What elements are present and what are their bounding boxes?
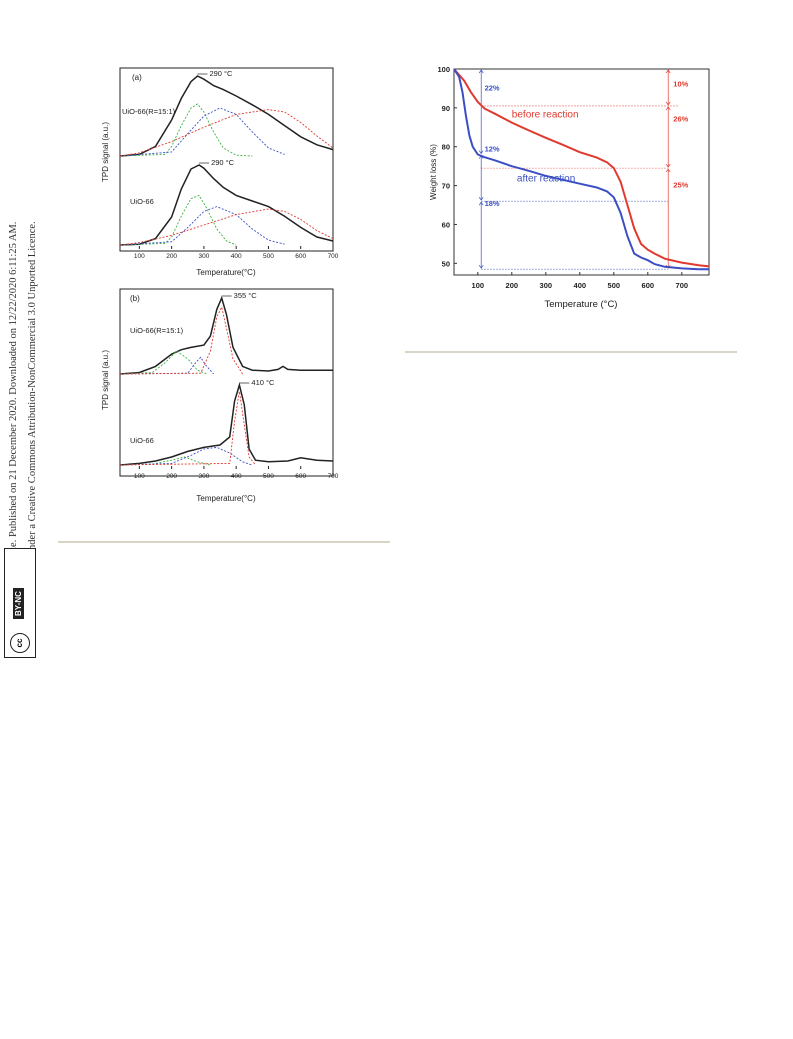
chart-tga-arrow-head [665, 163, 671, 168]
chart-b-xtick-label: 400 [231, 473, 242, 480]
chart-a-xtick-label: 300 [198, 253, 209, 260]
chart-tga-series-line [453, 68, 709, 271]
chart-a-series-measured [119, 75, 334, 157]
chart-b-ylabel: TPD signal (a.u.) [101, 350, 110, 410]
divider-right [405, 351, 737, 353]
chart-b-panel-label: (b) [130, 294, 140, 303]
license-type-label: BY-NC [13, 588, 24, 619]
chart-tga-arrow-head [665, 106, 671, 111]
chart-tga-arrow-head [665, 101, 671, 106]
cc-icon: cc [10, 633, 30, 653]
chart-b-xtick-label: 500 [263, 473, 274, 480]
chart-b-peak-label: 355 °C [234, 291, 258, 300]
chart-tga-arrow-head [478, 201, 484, 206]
chart-tga-percent-label: 26% [673, 114, 688, 123]
chart-b-series-fit-blue [119, 446, 253, 466]
chart-a-peak-label: 290 °C [211, 158, 235, 167]
chart-a-ylabel: TPD signal (a.u.) [101, 122, 110, 182]
sidebar: Open Access Article. Published on 21 Dec… [0, 0, 42, 700]
chart-tga-arrow-head [665, 69, 671, 74]
chart-tga-arrow-head [478, 150, 484, 155]
chart-b-xtick-label: 200 [166, 473, 177, 480]
chart-a-xtick-label: 400 [231, 253, 242, 260]
chart-b-xlabel: Temperature(°C) [196, 494, 256, 503]
chart-b-series-fit-green [119, 350, 208, 375]
chart-a-xlabel: Temperature(°C) [196, 268, 256, 277]
chart-b-series-fit-red [119, 391, 256, 466]
chart-a-xtick-label: 700 [328, 253, 339, 260]
chart-b-frame [119, 288, 334, 477]
chart-tpd-a: TPD signal (a.u.) Temperature(°C) (a) 10… [101, 67, 339, 277]
chart-b-series-fit-red [119, 305, 243, 375]
chart-b-sample-label: UiO-66 [130, 436, 154, 445]
chart-b-series-measured [119, 295, 333, 375]
chart-a-panel-label: (a) [132, 73, 142, 82]
chart-b-xtick-label: 100 [134, 473, 145, 480]
chart-a-sample-label: UiO-66 [130, 197, 154, 206]
chart-tga-arrow-head [665, 168, 671, 173]
chart-a-series-fit-blue [119, 107, 285, 157]
chart-tpd-b: TPD signal (a.u.) Temperature(°C) (b) 10… [101, 288, 339, 503]
chart-tga-xtick-label: 100 [472, 281, 485, 290]
chart-tga-series-label: after reaction [517, 174, 575, 185]
chart-tga-percent-label: 12% [485, 144, 500, 153]
chart-a-series-fit-red [119, 208, 334, 246]
chart-a-series-fit-red [119, 109, 334, 157]
chart-a-frame [119, 67, 334, 252]
chart-tga-ytick-label: 50 [442, 259, 450, 268]
chart-tga-xtick-label: 500 [608, 281, 621, 290]
chart-tga-ytick-label: 70 [442, 182, 450, 191]
chart-a-xtick-label: 600 [295, 253, 306, 260]
chart-a-xtick-label: 500 [263, 253, 274, 260]
chart-a-xtick-label: 100 [134, 253, 145, 260]
chart-a-xtick-label: 200 [166, 253, 177, 260]
chart-tga-xlabel: Temperature (°C) [545, 299, 618, 310]
chart-tga-series-line [453, 68, 710, 268]
chart-tga-xtick-label: 400 [574, 281, 587, 290]
chart-b-sample-label: UiO-66(R=15:1) [130, 326, 184, 335]
chart-tga-arrow-head [478, 69, 484, 74]
chart-tga-xtick-label: 300 [540, 281, 553, 290]
chart-b-series-measured [119, 382, 334, 466]
chart-tga-percent-label: 25% [673, 181, 688, 190]
cc-license-badge[interactable]: cc BY-NC [4, 548, 36, 658]
chart-b-series-fit-blue [119, 356, 214, 375]
chart-a-peak-label: 290 °C [209, 69, 233, 78]
chart-a-series-fit-green [119, 103, 253, 157]
chart-tga: Weight loss (%) Temperature (°C) 50 60 70 8… [429, 65, 710, 310]
chart-b-xtick-label: 700 [328, 473, 339, 480]
chart-a-series-measured [119, 164, 334, 246]
chart-tga-series-label: before reaction [512, 110, 579, 121]
chart-a-series-fit-green [119, 194, 237, 246]
chart-tga-arrow-head [478, 196, 484, 201]
chart-tga-ytick-label: 100 [437, 65, 450, 74]
chart-tga-ytick-label: 80 [442, 143, 450, 152]
chart-b-xtick-label: 300 [198, 473, 209, 480]
chart-a-sample-label: UiO-66(R=15:1) [122, 107, 176, 116]
chart-tga-percent-label: 10% [673, 79, 688, 88]
chart-a-series-fit-blue [119, 206, 285, 246]
chart-tga-xtick-label: 200 [506, 281, 519, 290]
chart-tga-ytick-label: 60 [442, 220, 450, 229]
divider-left [58, 541, 390, 543]
chart-tga-xtick-label: 700 [676, 281, 689, 290]
chart-tga-percent-label: 18% [485, 199, 500, 208]
chart-tga-ylabel: Weight loss (%) [429, 144, 438, 200]
chart-tga-ytick-label: 90 [442, 104, 450, 113]
chart-tga-arrow-head [478, 264, 484, 269]
chart-b-xtick-label: 600 [295, 473, 306, 480]
chart-tga-xtick-label: 600 [642, 281, 655, 290]
chart-b-peak-label: 410 °C [251, 378, 275, 387]
chart-tga-frame [453, 68, 710, 276]
chart-tga-percent-label: 22% [485, 83, 500, 92]
